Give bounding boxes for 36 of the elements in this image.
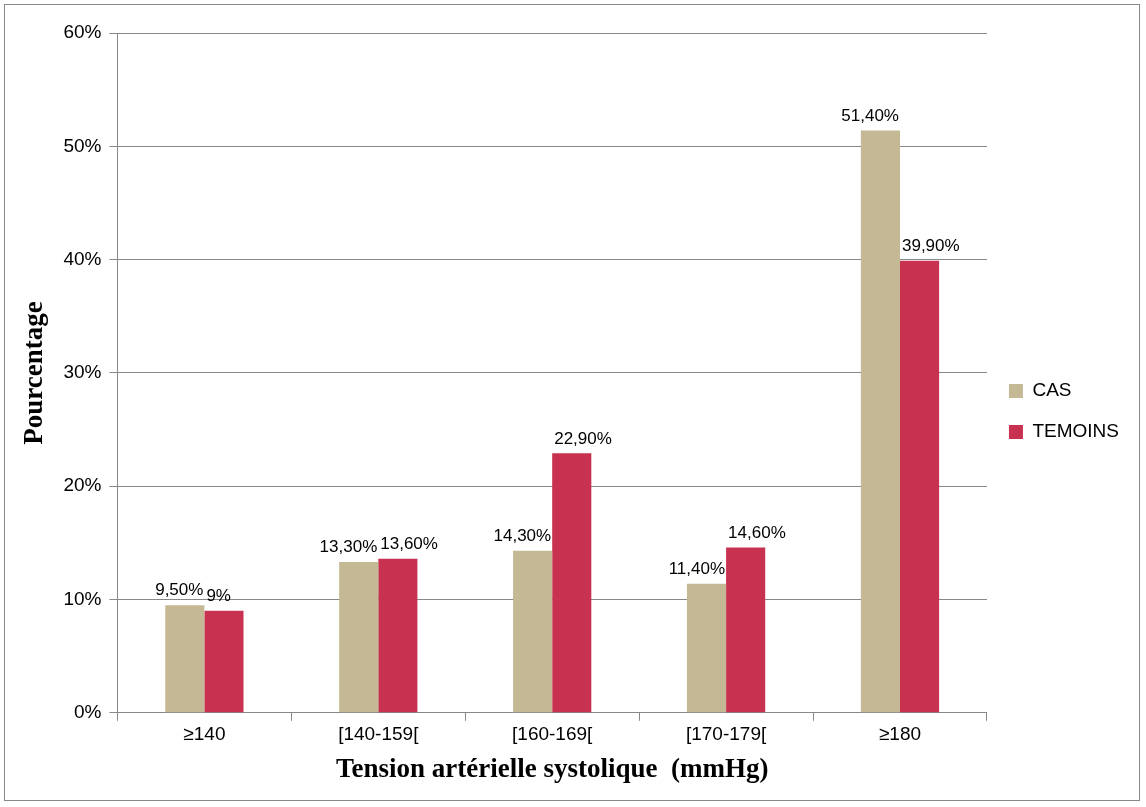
y-tick-label: 40% xyxy=(63,247,102,269)
data-label: 39,90% xyxy=(901,235,960,255)
data-label: 14,60% xyxy=(728,522,786,542)
y-tick-label: 0% xyxy=(73,701,102,723)
y-tick-label: 60% xyxy=(63,21,102,43)
data-label: 22,90% xyxy=(554,428,612,448)
x-tick-label: [170-179[ xyxy=(685,723,767,745)
x-tick-label: [160-169[ xyxy=(512,723,594,745)
legend-label: CAS xyxy=(1032,379,1072,401)
data-label: 13,30% xyxy=(319,537,378,557)
x-tick-label: ≥180 xyxy=(878,723,922,745)
bar xyxy=(686,583,727,713)
bar xyxy=(378,558,418,713)
bar xyxy=(165,605,205,713)
data-label: 11,40% xyxy=(668,558,726,578)
data-label: 14,30% xyxy=(493,525,552,545)
y-tick-label: 30% xyxy=(63,361,102,383)
data-label: 9% xyxy=(206,586,231,606)
y-tick-label: 50% xyxy=(63,134,102,156)
bar xyxy=(860,130,900,713)
bar xyxy=(513,550,553,713)
bar xyxy=(899,260,940,713)
y-tick-label: 20% xyxy=(63,474,102,496)
data-label: 13,60% xyxy=(380,533,438,553)
y-tick-label: 10% xyxy=(63,587,102,609)
data-label: 9,50% xyxy=(155,580,204,600)
data-label: 51,40% xyxy=(841,105,899,125)
bar xyxy=(726,547,766,713)
bar xyxy=(339,562,379,713)
x-axis-title: Tension artérielle systolique (mmHg) xyxy=(335,752,769,783)
y-axis-title: Pourcentage xyxy=(18,301,49,445)
bar xyxy=(552,453,592,713)
x-tick-label: ≥140 xyxy=(183,723,226,745)
bar xyxy=(204,610,244,713)
legend-label: TEMOINS xyxy=(1032,420,1119,442)
x-tick-label: [140-159[ xyxy=(338,723,420,745)
